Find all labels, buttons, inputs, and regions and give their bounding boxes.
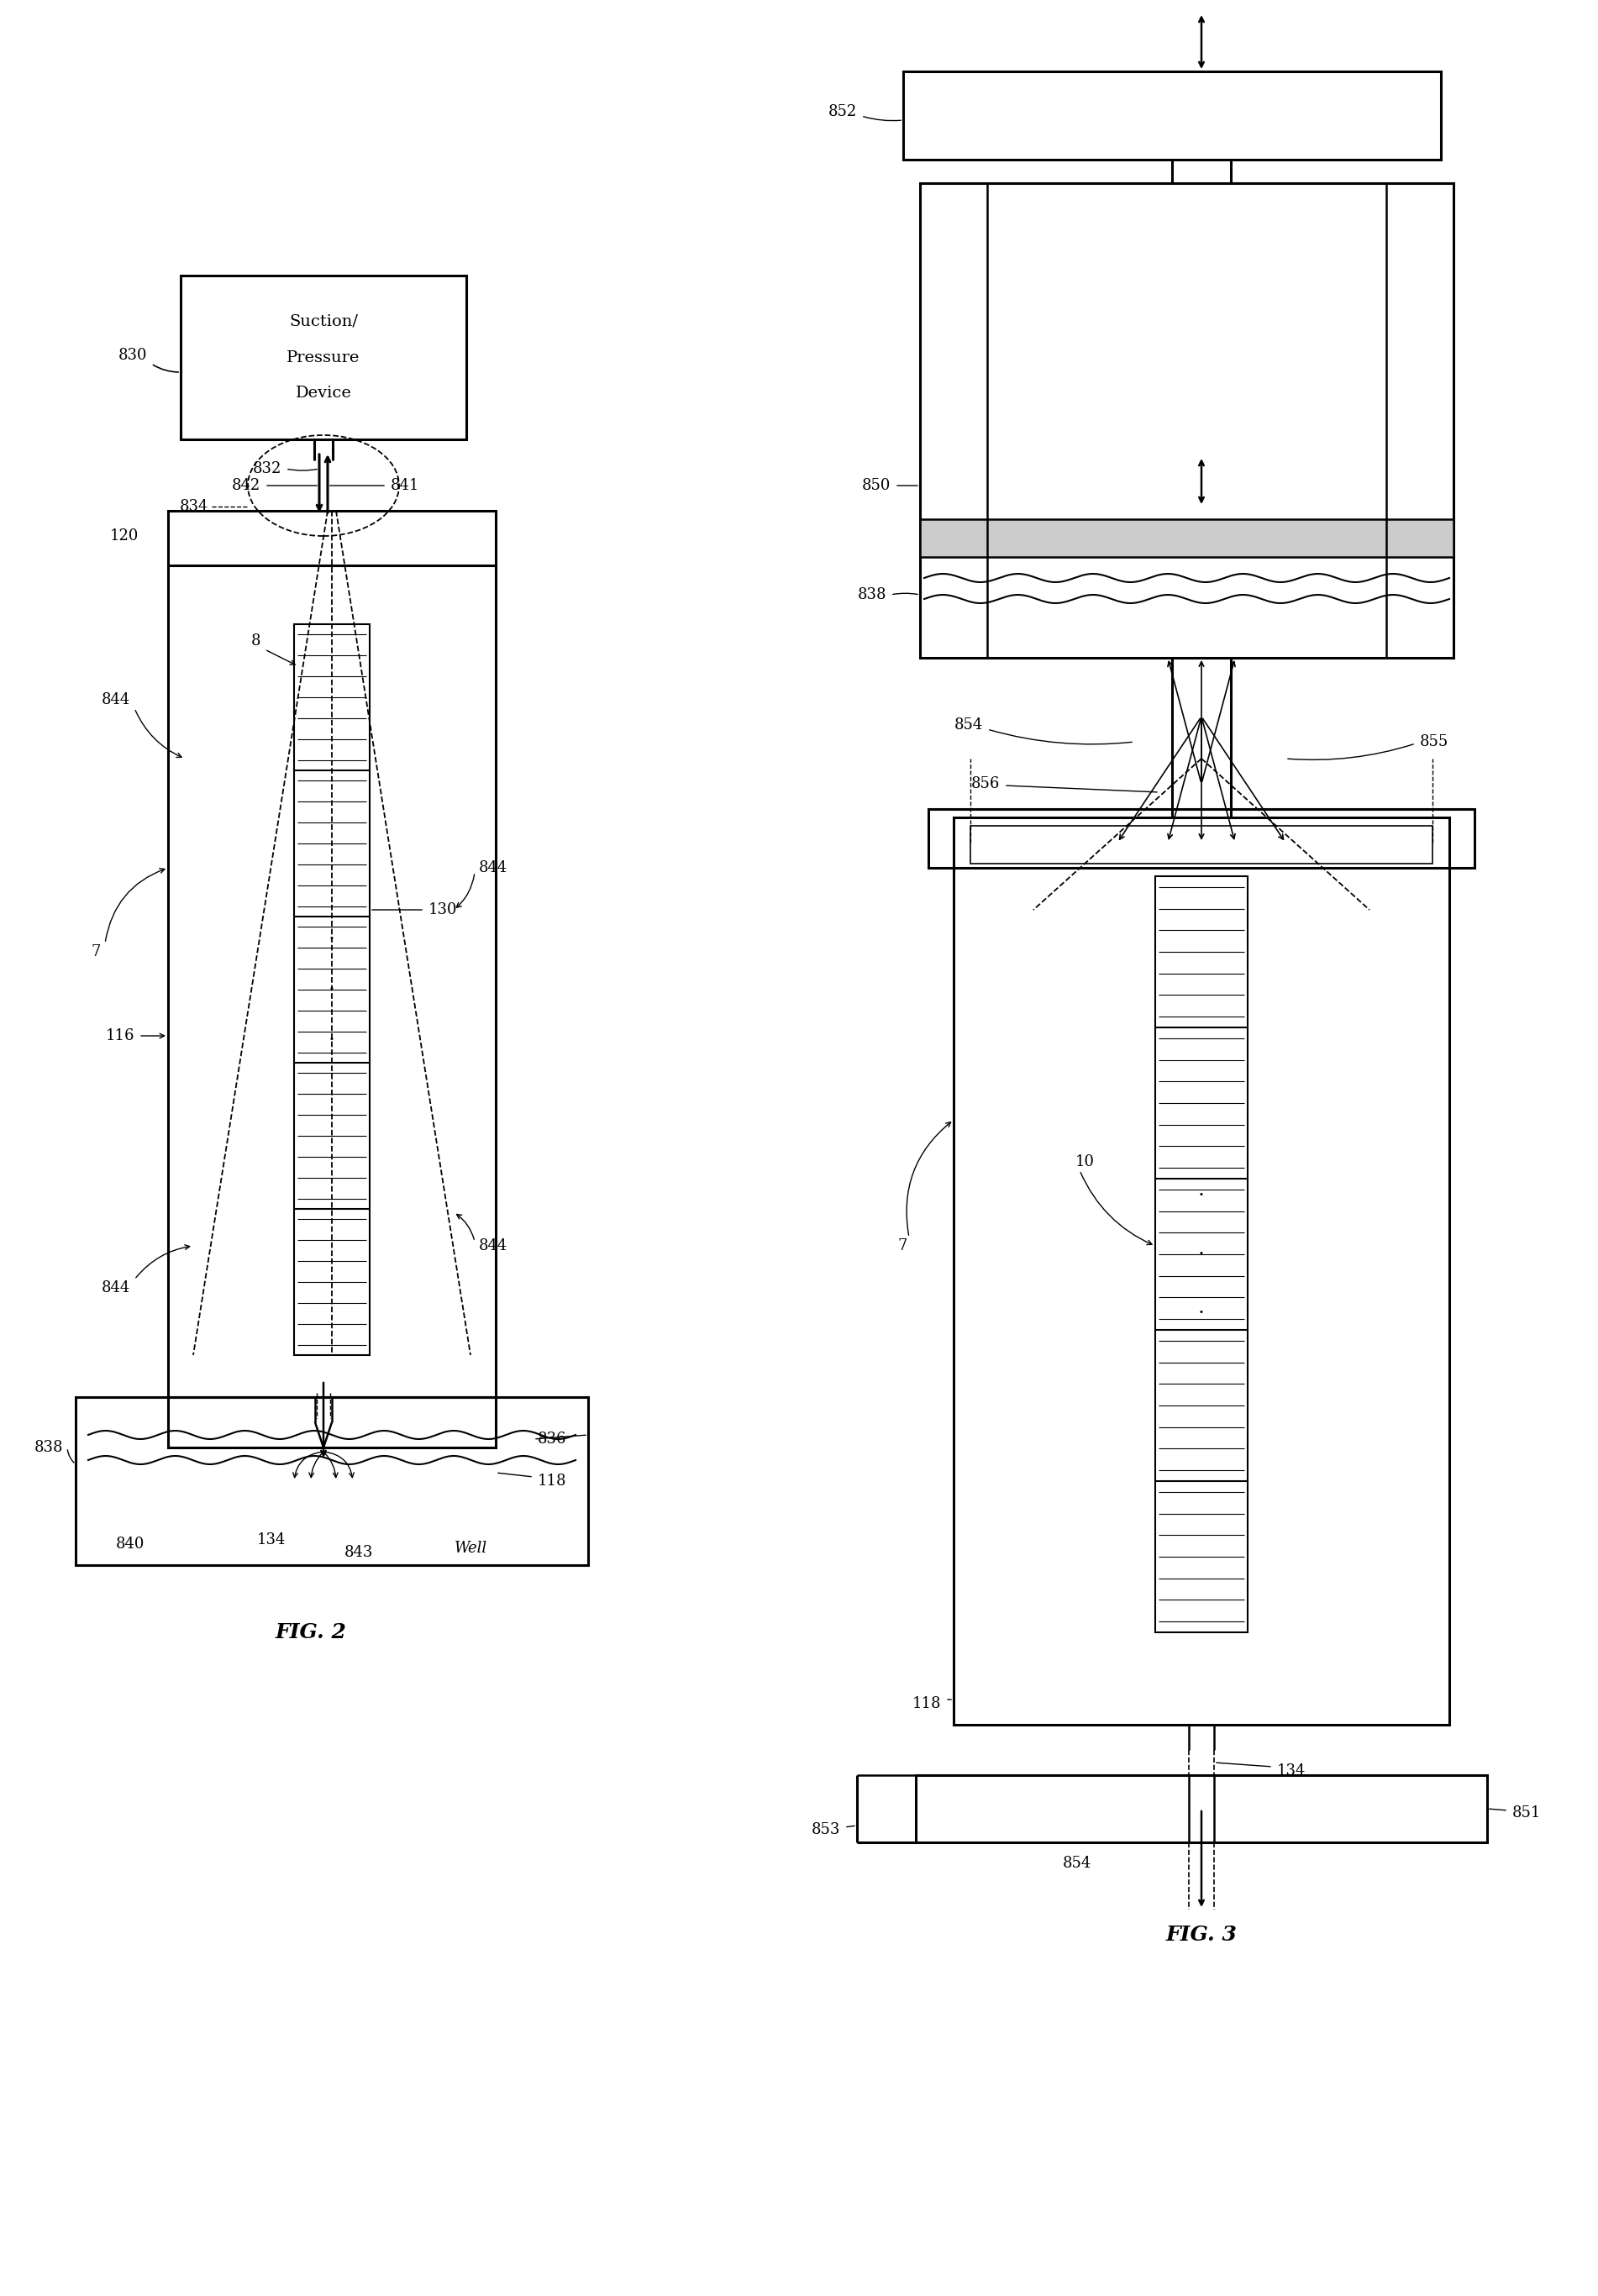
Text: 830: 830 [118,347,147,363]
Text: 838: 838 [34,1440,62,1456]
Text: FIG. 3: FIG. 3 [1167,1924,1237,1945]
Text: 7: 7 [898,1238,908,1254]
Text: 118: 118 [912,1697,941,1711]
Bar [1155,877,1248,1632]
Bar [168,1396,495,1446]
Text: 838: 838 [858,588,887,602]
Text: 7: 7 [91,944,101,960]
Text: 853: 853 [812,1823,841,1837]
Text: 854: 854 [1063,1855,1091,1871]
Text: FIG. 2: FIG. 2 [275,1623,347,1642]
Text: 855: 855 [1421,735,1449,748]
Bar [916,1775,1488,1841]
Bar [168,565,495,1396]
Text: Suction/: Suction/ [289,315,358,328]
Text: 134: 134 [1277,1763,1306,1779]
Text: 836: 836 [537,1430,567,1446]
Bar [168,510,495,565]
Bar [920,519,1454,558]
Text: 852: 852 [828,103,857,119]
Text: 134: 134 [257,1531,286,1548]
Text: 856: 856 [972,776,1000,792]
Text: 832: 832 [252,461,281,475]
Bar [75,1396,588,1566]
Text: 844: 844 [479,1238,508,1254]
Text: 844: 844 [101,1281,129,1295]
Bar [903,71,1441,161]
Text: 842: 842 [232,478,260,494]
Text: ·: · [1198,1185,1205,1205]
Text: 843: 843 [345,1545,374,1559]
Text: ·: · [329,980,336,999]
Bar [920,184,1454,657]
Text: Pressure: Pressure [286,349,360,365]
Text: ·: · [329,1031,336,1049]
Text: 120: 120 [110,528,139,544]
Text: Device: Device [296,386,352,402]
Text: Well: Well [454,1541,487,1557]
Bar [970,827,1432,863]
Text: 840: 840 [115,1536,145,1552]
Text: 844: 844 [101,693,129,707]
Bar [181,276,467,439]
Text: 850: 850 [861,478,890,494]
Text: 130: 130 [428,902,457,918]
Text: 844: 844 [479,861,508,875]
Text: ·: · [1198,1244,1205,1263]
Text: ·: · [329,930,336,948]
Bar [954,817,1449,1724]
Text: 8: 8 [251,634,260,647]
Text: 851: 851 [1512,1805,1540,1821]
Text: ·: · [1198,1304,1205,1322]
Bar [294,625,369,1355]
Text: 118: 118 [537,1474,567,1488]
Text: 834: 834 [179,498,208,514]
Text: 10: 10 [1075,1155,1095,1169]
Text: 116: 116 [105,1029,134,1042]
Text: 854: 854 [954,716,983,732]
Text: 841: 841 [390,478,420,494]
Bar [928,808,1475,868]
